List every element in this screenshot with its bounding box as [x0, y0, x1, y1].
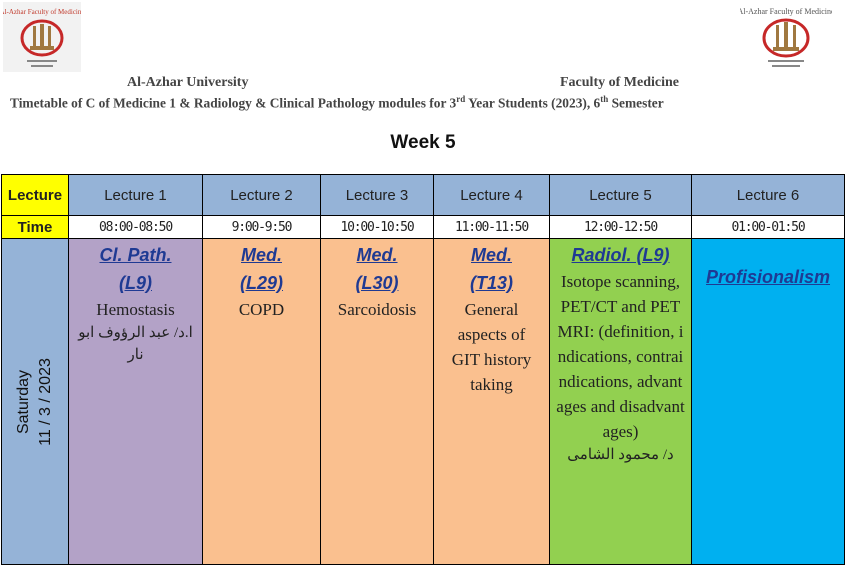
subtitle-part-1: Timetable of C of Medicine 1 & Radiology…	[10, 95, 457, 111]
lecture-header: Lecture 5	[549, 174, 692, 216]
faculty-name: Faculty of Medicine	[560, 75, 679, 90]
time-slot: 01:00-01:50	[691, 215, 845, 239]
logo-left-text: Al-Azhar Faculty of Medicine	[3, 8, 81, 16]
time-slot: 11:00-11:50	[433, 215, 550, 239]
subtitle-superscript-2: th	[600, 94, 609, 104]
time-row: Time 08:00-08:50 9:00-9:50 10:00-10:50 1…	[1, 215, 845, 239]
time-slot: 12:00-12:50	[549, 215, 692, 239]
session-cell-2: Med. (L29) COPD	[202, 238, 321, 565]
session-cell-3: Med. (L30) Sarcoidosis	[320, 238, 434, 565]
day-row: Saturday 11 / 3 / 2023 Cl. Path. (L9) He…	[1, 238, 845, 565]
session-topic: Sarcoidosis	[337, 300, 417, 319]
session-topic: COPD	[238, 300, 285, 319]
subtitle-part-3: Semester	[608, 95, 664, 111]
lecturer-name: د/ محمود الشامى	[567, 447, 674, 463]
session-cell-5: Radiol. (L9) Isotope scanning, PET/CT an…	[549, 238, 692, 565]
subtitle-superscript-1: rd	[456, 94, 466, 104]
session-cell-6: Profisionalism	[691, 238, 845, 565]
time-slot: 10:00-10:50	[320, 215, 434, 239]
day-cell: Saturday 11 / 3 / 2023	[1, 238, 69, 565]
module-link[interactable]: Cl. Path.	[99, 245, 172, 265]
time-slot: 9:00-9:50	[202, 215, 321, 239]
time-slot: 08:00-08:50	[68, 215, 203, 239]
lecture-header: Lecture 6	[691, 174, 845, 216]
logo-right-text: Al-Azhar Faculty of Medicine	[740, 7, 832, 16]
session-cell-1: Cl. Path. (L9) Hemostasis ا.د/ عبد الرؤو…	[68, 238, 203, 565]
lecture-header: Lecture 2	[202, 174, 321, 216]
week-title: Week 5	[390, 132, 456, 153]
module-link[interactable]: Med.	[356, 245, 398, 265]
module-link[interactable]: Med.	[470, 245, 512, 265]
module-code[interactable]: (L9)	[119, 273, 152, 293]
session-topic: General aspects of GIT history taking	[451, 300, 532, 394]
lecturer-name: ا.د/ عبد الرؤوف ابو نار	[78, 325, 193, 363]
lecture-header: Lecture 3	[320, 174, 434, 216]
faculty-logo-right: Al-Azhar Faculty of Medicine	[737, 0, 835, 70]
module-code[interactable]: (L30)	[355, 273, 399, 293]
session-topic: Hemostasis	[96, 300, 175, 319]
timetable: Lecture Lecture 1 Lecture 2 Lecture 3 Le…	[1, 174, 845, 565]
faculty-logo-left: Al-Azhar Faculty of Medicine	[0, 2, 84, 72]
lecture-header-row: Lecture Lecture 1 Lecture 2 Lecture 3 Le…	[1, 174, 845, 216]
session-topic: Isotope scanning, PET/CT and PET MRI: (d…	[556, 272, 685, 441]
lecture-row-label: Lecture	[1, 174, 69, 216]
day-date: 11 / 3 / 2023	[37, 357, 54, 446]
module-code[interactable]: (T13)	[469, 273, 513, 293]
module-link[interactable]: Radiol. (L9)	[571, 245, 670, 265]
module-link[interactable]: Med.	[240, 245, 282, 265]
lecture-header: Lecture 1	[68, 174, 203, 216]
module-link[interactable]: Profisionalism	[705, 267, 831, 287]
module-code[interactable]: (L29)	[239, 273, 283, 293]
time-row-label: Time	[1, 215, 69, 239]
session-cell-4: Med. (T13) General aspects of GIT histor…	[433, 238, 550, 565]
university-name: Al-Azhar University	[127, 75, 249, 90]
day-name: Saturday	[15, 369, 32, 434]
timetable-subtitle: Timetable of C of Medicine 1 & Radiology…	[10, 94, 664, 111]
subtitle-part-2: Year Students (2023), 6	[465, 95, 601, 111]
lecture-header: Lecture 4	[433, 174, 550, 216]
